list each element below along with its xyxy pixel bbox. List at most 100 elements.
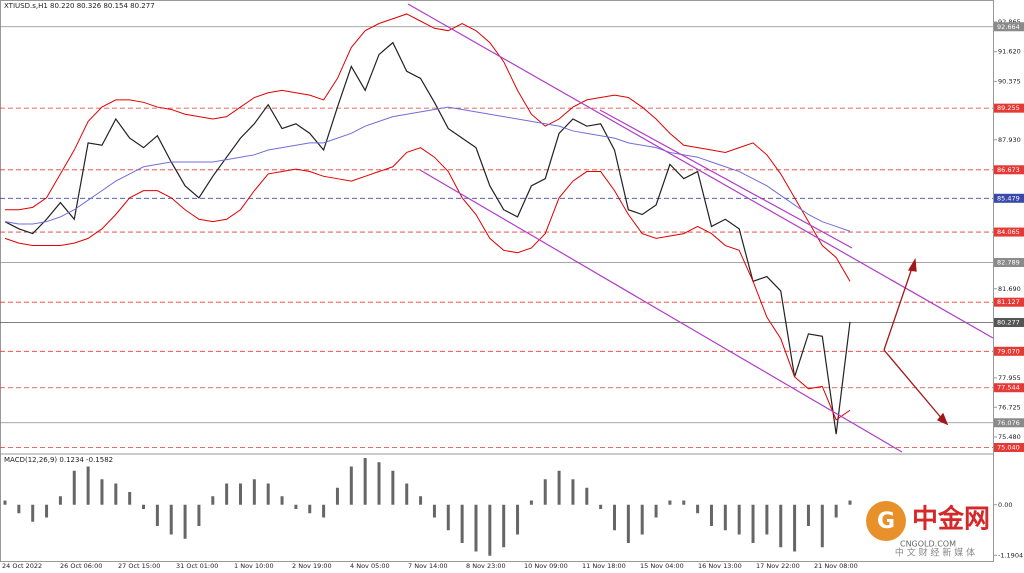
y-tick-label: 92.865 <box>998 18 1021 26</box>
macd-bar <box>820 504 824 548</box>
macd-bar <box>765 504 769 535</box>
y-tick-label: 77.955 <box>998 374 1021 382</box>
watermark-slogan: 中 文 财 经 新 媒 体 <box>895 547 975 559</box>
macd-bar <box>626 504 630 543</box>
x-tick-label: 11 Nov 18:00 <box>582 562 626 570</box>
x-tick-label: 8 Nov 23:00 <box>466 562 506 570</box>
macd-label: MACD(12,26,9) 0.1234 -0.1582 <box>4 456 113 464</box>
macd-bar <box>502 504 506 548</box>
macd-bar <box>682 500 686 505</box>
macd-bar <box>335 487 339 505</box>
x-tick-label: 16 Nov 13:00 <box>698 562 742 570</box>
macd-bar <box>557 470 561 505</box>
y-tick-label: 91.620 <box>998 48 1021 56</box>
macd-bar <box>432 504 436 518</box>
macd-tick-label: 0.00 <box>998 501 1012 509</box>
macd-bar <box>405 483 409 505</box>
x-tick-label: 4 Nov 05:00 <box>350 562 390 570</box>
macd-bar <box>668 500 672 505</box>
macd-bar <box>779 504 783 548</box>
macd-bar <box>114 483 118 505</box>
macd-bar <box>806 504 810 526</box>
level-label: 77.544 <box>997 384 1020 392</box>
macd-bar <box>225 483 229 505</box>
watermark-name: 中金网 <box>912 504 990 535</box>
macd-bar <box>169 504 173 535</box>
level-label: 79.070 <box>997 347 1020 355</box>
channel <box>407 3 994 453</box>
watermark-site: CNGOLD.COM <box>900 540 956 549</box>
macd-bar <box>474 504 478 552</box>
macd-bar <box>446 504 450 531</box>
macd-bar <box>266 483 270 505</box>
macd-bar <box>848 500 852 505</box>
header: XTIUSD.s,H1 80.220 80.326 80.154 80.277 <box>4 2 155 10</box>
macd-bar <box>571 479 575 505</box>
x-tick-label: 10 Nov 09:00 <box>524 562 568 570</box>
macd-bar <box>599 504 603 509</box>
level-box <box>994 165 1024 175</box>
level-label: 76.076 <box>997 419 1020 427</box>
macd-bar <box>349 466 353 505</box>
level-label: 89.255 <box>997 104 1020 112</box>
macd-bar <box>3 500 7 505</box>
macd-bar <box>834 504 838 518</box>
indicator-line <box>4 106 851 232</box>
macd-bar <box>419 496 423 505</box>
macd-bar <box>211 496 215 505</box>
price-line <box>4 41 851 435</box>
macd-bar <box>128 492 132 505</box>
macd-bar <box>100 479 104 505</box>
level-box <box>994 103 1024 113</box>
x-tick-label: 2 Nov 19:00 <box>292 562 332 570</box>
x-tick-label: 17 Nov 22:00 <box>756 562 800 570</box>
level-label: 86.673 <box>997 166 1020 174</box>
x-tick-label: 26 Oct 06:00 <box>60 562 102 570</box>
x-tick-label: 1 Nov 10:00 <box>234 562 274 570</box>
macd-bar <box>86 466 90 505</box>
x-tick-label: 15 Nov 04:00 <box>640 562 684 570</box>
level-box <box>994 346 1024 356</box>
x-tick-label: 27 Oct 15:00 <box>118 562 160 570</box>
macd-bar <box>613 504 617 531</box>
plot-frame <box>0 0 994 562</box>
y-tick-label: 90.375 <box>998 77 1021 85</box>
level-label: 82.789 <box>997 259 1020 267</box>
macd-bar <box>585 487 589 505</box>
macd-bar <box>294 504 298 509</box>
macd-bar <box>516 504 520 535</box>
macd-bar <box>460 504 464 543</box>
macd-bar <box>488 504 492 556</box>
macd-bar <box>737 504 741 535</box>
level-box <box>994 193 1024 203</box>
level-label: 75.040 <box>997 444 1020 452</box>
indicator-line <box>5 13 851 282</box>
y-tick-label: 81.690 <box>998 285 1021 293</box>
macd-bar <box>322 504 326 518</box>
macd-bar <box>155 504 159 526</box>
logo-glyph: G <box>877 509 895 534</box>
macd-bar <box>31 504 35 522</box>
macd-tick-label: -1.1904 <box>998 551 1023 559</box>
macd-bar <box>696 504 700 514</box>
macd-bar <box>17 504 21 514</box>
level-box <box>994 383 1024 393</box>
macd-bar <box>183 504 187 539</box>
level-label: 92.664 <box>997 23 1020 31</box>
macd-bar <box>723 504 727 531</box>
macd-bar <box>391 470 395 505</box>
macd-bar <box>142 504 146 509</box>
macd-bar <box>751 504 755 543</box>
watermark: G 中金网 CNGOLD.COM 中 文 财 经 新 媒 体 <box>866 501 990 559</box>
level-label: 81.127 <box>997 298 1020 306</box>
level-box <box>994 443 1024 453</box>
macd-bar <box>238 483 242 505</box>
indicator-line <box>4 147 851 421</box>
x-tick-label: 21 Nov 08:00 <box>814 562 858 570</box>
macd-bar <box>640 504 644 535</box>
macd-bar <box>363 458 367 505</box>
logo <box>866 501 906 541</box>
level-box <box>994 258 1024 268</box>
level-label: 84.065 <box>997 228 1020 236</box>
